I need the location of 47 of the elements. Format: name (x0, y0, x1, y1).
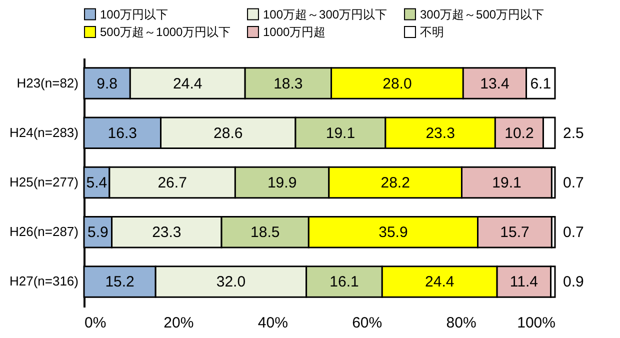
data-label: 32.0 (216, 274, 246, 291)
y-tick-label: H24(n=283) (9, 124, 78, 140)
data-label: 28.6 (214, 124, 243, 142)
x-tick-label: 100% (517, 314, 556, 332)
data-label: 19.1 (492, 174, 522, 192)
data-label: 10.2 (504, 124, 534, 142)
y-tick-label: H25(n=277) (9, 174, 78, 190)
data-label: 16.1 (330, 274, 359, 291)
data-label: 5.9 (87, 224, 108, 242)
data-label: 0.7 (563, 224, 584, 242)
legend-label: 500万超～1000万円以下 (100, 25, 231, 39)
data-label: 15.7 (500, 224, 530, 242)
data-label: 2.5 (563, 124, 584, 142)
data-label: 19.1 (326, 124, 356, 142)
y-tick-label: H27(n=316) (9, 274, 78, 289)
data-label: 23.3 (152, 224, 182, 242)
data-label: 26.7 (158, 174, 187, 192)
data-label: 19.9 (267, 174, 297, 192)
data-label: 16.3 (108, 124, 137, 142)
y-tick-label: H23(n=82) (16, 75, 78, 90)
data-label: 24.4 (173, 75, 202, 92)
x-tick-label: 80% (446, 314, 476, 332)
x-tick-label: 60% (352, 314, 382, 332)
data-label: 13.4 (480, 75, 510, 92)
data-label: 23.3 (426, 124, 455, 142)
data-label: 11.4 (510, 274, 538, 291)
data-label: 24.4 (425, 274, 454, 291)
data-label: 15.2 (105, 274, 134, 291)
legend-label: 100万円以下 (100, 7, 168, 22)
data-label: 18.3 (274, 75, 303, 92)
x-tick-label: 40% (258, 314, 288, 332)
x-tick-label: 20% (164, 314, 194, 332)
data-label: 28.2 (380, 174, 410, 192)
data-label: 18.5 (250, 224, 280, 242)
legend-label: 300万超～500万円以下 (420, 7, 544, 22)
y-tick-label: H26(n=287) (9, 224, 78, 240)
data-label: 28.0 (382, 75, 412, 92)
legend-label: 1000万円超 (263, 25, 326, 39)
data-label: 9.8 (96, 75, 118, 92)
data-label: 35.9 (378, 224, 408, 242)
data-label: 0.9 (563, 274, 584, 291)
data-label: 0.7 (563, 174, 584, 192)
legend-label: 不明 (420, 25, 444, 39)
legend-label: 100万超～300万円以下 (263, 7, 388, 22)
data-label: 5.4 (86, 174, 108, 192)
data-label: 6.1 (530, 75, 552, 92)
x-tick-label: 0% (84, 314, 106, 332)
